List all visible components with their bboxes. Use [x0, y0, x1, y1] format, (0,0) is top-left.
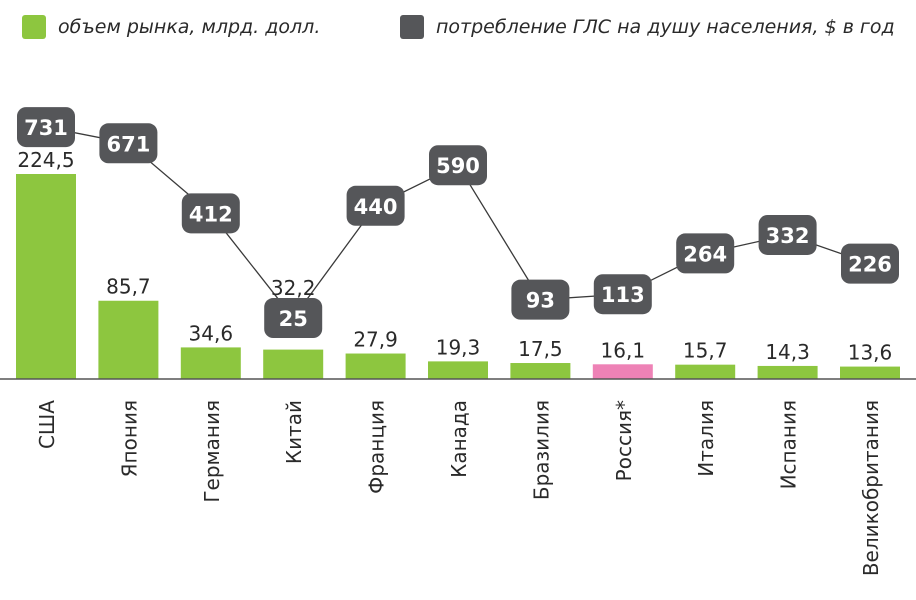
bar-labels-layer: 224,5 85,7 34,6 32,2 27,9 19,3 17,5 16,1 15,7 14,…	[17, 148, 892, 365]
consumption-value-label: 332	[766, 224, 810, 248]
category-label-канада: Канада	[447, 400, 471, 478]
consumption-box	[99, 123, 158, 164]
legend: объем рынка, млрд. долл. потребление ГЛС…	[0, 10, 916, 44]
bar-германия	[180, 347, 241, 379]
consumption-value-label: 25	[279, 307, 308, 331]
consumption-point-великобритания: 226	[841, 243, 899, 284]
consumption-point-франция: 440	[346, 185, 405, 226]
bar-value-label: 17,5	[518, 337, 563, 361]
category-label-испания: Испания	[777, 400, 801, 489]
legend-label-market: объем рынка, млрд. долл.	[58, 16, 321, 38]
bar-value-label: 85,7	[106, 275, 151, 299]
consumption-box	[758, 214, 817, 255]
consumption-point-италия: 264	[676, 233, 735, 274]
category-label-сша: США	[35, 400, 59, 449]
consumption-box	[841, 243, 899, 284]
consumption-box	[593, 274, 652, 315]
bar-япония	[98, 300, 159, 379]
consumption-point-германия: 412	[181, 193, 240, 234]
bar-бразилия	[510, 363, 571, 379]
bar-value-label: 13,6	[848, 341, 893, 365]
bar-value-label: 19,3	[436, 335, 481, 359]
consumption-point-канада: 590	[429, 145, 487, 186]
bar-россия	[592, 364, 653, 379]
category-label-франция: Франция	[365, 400, 389, 494]
bar-value-label: 14,3	[765, 340, 810, 364]
category-label-китай: Китай	[282, 400, 306, 464]
bars-layer	[16, 174, 900, 379]
consumption-box	[346, 185, 405, 226]
bar-канада	[428, 361, 488, 379]
consumption-point-китай: 25	[264, 298, 323, 339]
category-ticks-layer: США Япония Германия Китай Франция Канада Брази…	[35, 400, 883, 576]
legend-item-consumption: потребление ГЛС на душу населения, $ в г…	[400, 10, 895, 44]
bar-value-label: 224,5	[17, 148, 74, 172]
consumption-box	[676, 233, 735, 274]
consumption-value-label: 731	[24, 116, 68, 140]
category-label-германия: Германия	[200, 400, 224, 503]
consumption-box	[511, 279, 570, 320]
bar-value-label: 16,1	[601, 338, 646, 362]
category-label-россия: Россия*	[612, 400, 636, 481]
bar-франция	[345, 353, 406, 379]
bar-китай	[263, 349, 324, 379]
consumption-value-label: 264	[683, 242, 727, 266]
consumption-box	[264, 298, 323, 339]
legend-label-consumption: потребление ГЛС на душу населения, $ в г…	[436, 16, 895, 38]
legend-item-market: объем рынка, млрд. долл.	[22, 10, 320, 44]
bar-value-label: 34,6	[189, 321, 234, 345]
bar-италия	[675, 364, 736, 379]
bar-испания	[757, 365, 818, 379]
bar-value-label: 32,2	[271, 276, 316, 300]
consumption-point-бразилия: 93	[511, 279, 570, 320]
consumption-value-label: 590	[436, 154, 480, 178]
bar-value-label: 15,7	[683, 339, 728, 363]
category-label-италия: Италия	[694, 400, 718, 477]
consumption-point-япония: 671	[99, 123, 158, 164]
category-label-великобритания: Великобритания	[859, 400, 883, 576]
consumption-box	[181, 193, 240, 234]
consumption-point-россия: 113	[593, 274, 652, 315]
consumption-point-сша: 731	[17, 107, 75, 148]
consumption-value-label: 226	[848, 253, 892, 277]
consumption-value-label: 412	[189, 202, 233, 226]
bar-великобритания	[840, 366, 900, 379]
bar-value-label: 27,9	[353, 328, 398, 352]
consumption-value-label: 440	[354, 195, 398, 219]
legend-swatch-market	[22, 15, 46, 39]
consumption-box	[429, 145, 487, 186]
consumption-labels-layer: 731 671 412 25 440 590 93 113 264 332 226	[17, 107, 899, 339]
bar-сша	[16, 174, 76, 379]
consumption-box	[17, 107, 75, 148]
consumption-value-label: 113	[601, 283, 645, 307]
consumption-value-label: 93	[526, 289, 555, 313]
consumption-value-label: 671	[106, 132, 150, 156]
category-label-япония: Япония	[117, 400, 141, 477]
category-label-бразилия: Бразилия	[529, 400, 553, 500]
legend-swatch-consumption	[400, 15, 424, 39]
consumption-point-испания: 332	[758, 214, 817, 255]
